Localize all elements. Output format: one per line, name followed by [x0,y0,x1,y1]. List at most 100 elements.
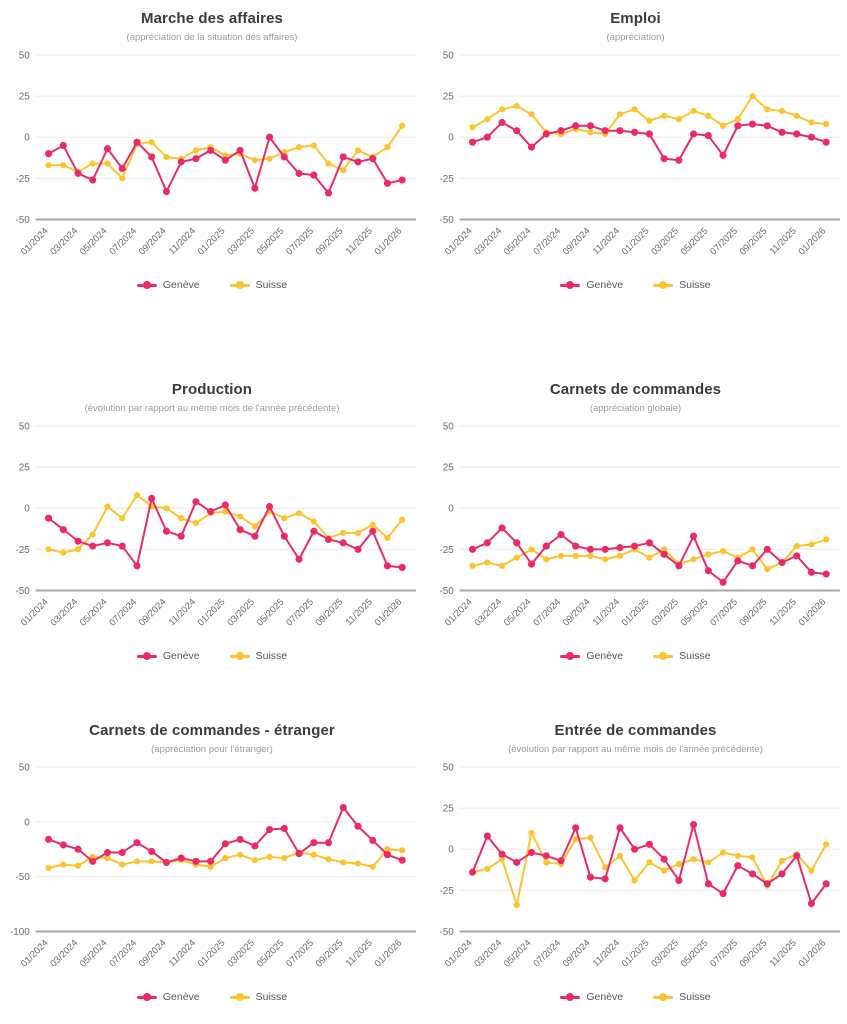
data-point[interactable] [266,853,273,860]
data-point[interactable] [340,859,347,866]
legend-item-geneve[interactable]: Genève [136,991,200,1003]
data-point[interactable] [148,858,155,865]
data-point[interactable] [369,155,377,163]
data-point[interactable] [586,552,594,559]
data-point[interactable] [251,184,259,192]
data-point[interactable] [822,121,829,128]
data-point[interactable] [572,836,579,843]
data-point[interactable] [748,870,756,878]
data-point[interactable] [103,539,112,547]
data-point[interactable] [222,152,229,159]
data-point[interactable] [777,870,786,878]
data-point[interactable] [280,532,288,540]
data-point[interactable] [281,515,288,522]
data-point[interactable] [89,531,96,538]
data-point[interactable] [398,563,406,572]
data-point[interactable] [60,861,67,868]
data-point[interactable] [719,849,726,856]
data-point[interactable] [222,508,229,515]
data-point[interactable] [601,556,608,563]
data-point[interactable] [296,144,303,151]
data-point[interactable] [793,543,800,550]
data-point[interactable] [251,532,259,540]
data-point[interactable] [571,824,579,832]
data-point[interactable] [148,139,155,146]
data-point[interactable] [498,562,505,569]
data-point[interactable] [339,539,347,547]
data-point[interactable] [133,858,141,865]
data-point[interactable] [586,545,594,553]
line-chart-plot[interactable]: 500-50-10001/202403/202405/202407/202409… [2,757,422,993]
data-point[interactable] [586,129,594,136]
data-point[interactable] [103,848,112,857]
data-point[interactable] [324,839,333,847]
data-point[interactable] [45,162,52,169]
data-point[interactable] [177,532,185,540]
data-point[interactable] [44,835,53,843]
data-point[interactable] [807,133,815,141]
data-point[interactable] [498,106,505,113]
data-point[interactable] [822,138,830,146]
legend-item-suisse[interactable]: Suisse [229,991,287,1003]
data-point[interactable] [399,122,406,129]
data-point[interactable] [133,839,141,847]
data-point[interactable] [483,559,490,566]
data-point[interactable] [822,570,830,578]
data-point[interactable] [689,821,697,829]
data-point[interactable] [163,505,170,512]
data-point[interactable] [192,857,200,865]
data-point[interactable] [251,842,259,850]
data-point[interactable] [527,829,535,836]
legend-item-geneve[interactable]: Genève [136,279,200,291]
data-point[interactable] [384,846,391,853]
data-point[interactable] [295,555,303,563]
data-point[interactable] [399,847,406,854]
data-point[interactable] [498,524,506,532]
data-point[interactable] [748,546,756,553]
data-point[interactable] [44,514,53,522]
data-point[interactable] [281,854,288,862]
data-point[interactable] [719,151,727,159]
data-point[interactable] [177,158,185,166]
data-point[interactable] [265,133,274,141]
data-point[interactable] [689,532,697,540]
data-point[interactable] [586,834,594,841]
data-point[interactable] [192,147,200,154]
data-point[interactable] [295,850,303,858]
data-point[interactable] [748,854,756,861]
data-point[interactable] [74,537,82,545]
data-point[interactable] [807,899,815,908]
data-point[interactable] [630,542,638,550]
data-point[interactable] [512,539,520,547]
data-point[interactable] [369,521,376,528]
data-point[interactable] [104,854,111,862]
data-point[interactable] [44,150,53,158]
data-point[interactable] [310,851,317,858]
data-point[interactable] [631,877,638,884]
data-point[interactable] [822,880,830,888]
data-point[interactable] [822,841,829,848]
data-point[interactable] [74,845,82,853]
data-point[interactable] [763,880,771,888]
data-point[interactable] [236,526,244,534]
data-point[interactable] [527,546,535,553]
data-point[interactable] [296,510,303,517]
data-point[interactable] [399,516,406,523]
data-point[interactable] [45,864,52,871]
data-point[interactable] [251,857,258,864]
data-point[interactable] [571,122,579,130]
data-point[interactable] [719,890,727,898]
data-point[interactable] [733,122,741,130]
line-chart-plot[interactable]: 50250-25-5001/202403/202405/202407/20240… [426,757,846,993]
data-point[interactable] [265,825,274,834]
data-point[interactable] [571,542,579,550]
data-point[interactable] [675,116,682,123]
data-point[interactable] [822,536,829,543]
data-point[interactable] [89,160,96,167]
data-point[interactable] [704,551,711,558]
data-point[interactable] [398,176,406,184]
data-point[interactable] [310,518,317,525]
data-point[interactable] [237,513,244,520]
data-point[interactable] [586,122,594,130]
data-point[interactable] [483,116,490,123]
